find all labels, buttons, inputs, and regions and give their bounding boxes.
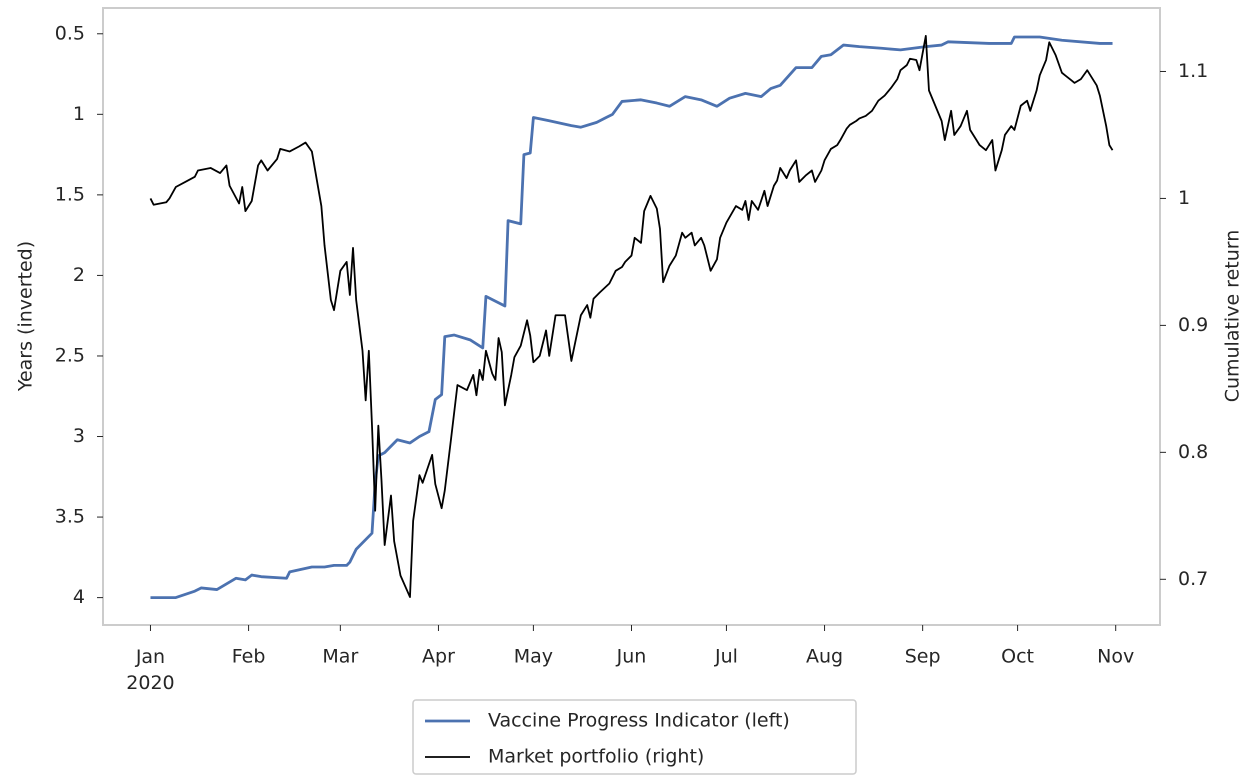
legend-label: Vaccine Progress Indicator (left) — [488, 710, 790, 732]
y-axis-label: Years (inverted) — [15, 241, 37, 392]
y-tick-label: 3.5 — [55, 506, 85, 528]
x-tick-label: Sep — [905, 646, 941, 668]
y-tick-label: 2 — [73, 264, 85, 286]
y2-tick-label: 0.9 — [1178, 314, 1208, 336]
data-line — [150, 35, 1113, 600]
x-tick-label: Mar — [322, 646, 358, 668]
x-tick-label: Apr — [422, 646, 455, 668]
x-tick-label: May — [514, 646, 553, 668]
x-tick-label: Aug — [806, 646, 843, 668]
y2-tick-label: 1 — [1178, 187, 1190, 209]
y-tick-label: 1.5 — [55, 183, 85, 205]
x-tick-label: Jun — [616, 646, 647, 668]
legend-label: Market portfolio (right) — [488, 746, 704, 768]
x-tick-label: Feb — [232, 646, 266, 668]
y-tick-label: 3 — [73, 425, 85, 447]
y-tick-label: 0.5 — [55, 22, 85, 44]
y2-tick-label: 0.7 — [1178, 568, 1208, 590]
data-line — [149, 35, 1114, 598]
y2-axis-label: Cumulative return — [1222, 230, 1244, 403]
y-tick-label: 4 — [73, 586, 85, 608]
x-tick-label: Jul — [714, 646, 738, 668]
x-tick-label: Oct — [1001, 646, 1034, 668]
y-tick-label: 2.5 — [55, 344, 85, 366]
y2-tick-label: 0.8 — [1178, 441, 1208, 463]
x-tick-label: Nov — [1097, 646, 1134, 668]
y2-tick-label: 1.1 — [1178, 60, 1208, 82]
x-tick-label: Jan 2020 — [126, 646, 174, 694]
y-tick-label: 1 — [73, 103, 85, 125]
legend-box — [412, 699, 857, 775]
